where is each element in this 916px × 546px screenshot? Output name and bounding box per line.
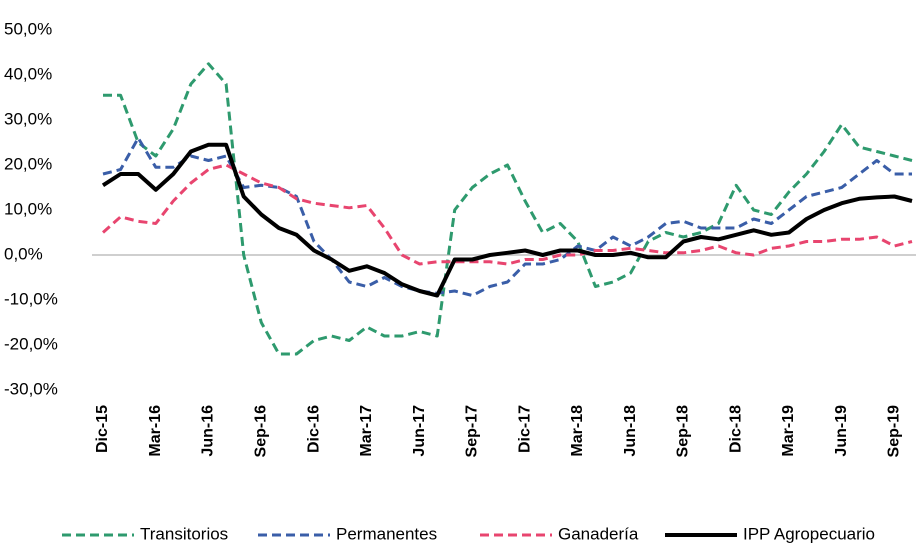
legend-item: Transitorios <box>62 524 228 543</box>
legend-item: Permanentes <box>258 524 437 543</box>
x-tick-label: Jun-17 <box>411 405 428 457</box>
legend-label: IPP Agropecuario <box>743 524 875 543</box>
legend-item: IPP Agropecuario <box>665 524 875 543</box>
y-tick-label: 50,0% <box>4 19 52 38</box>
y-tick-label: -10,0% <box>4 289 58 308</box>
x-tick-label: Jun-19 <box>833 405 850 457</box>
series-line <box>102 136 912 297</box>
x-tick-label: Mar-16 <box>147 405 164 457</box>
x-tick-label: Sep-16 <box>253 405 270 458</box>
x-tick-label: Dic-16 <box>305 405 322 453</box>
y-tick-label: -30,0% <box>4 379 58 398</box>
x-tick-label: Sep-18 <box>675 405 692 458</box>
x-tick-label: Dic-17 <box>516 405 533 453</box>
x-tick-label: Jun-18 <box>622 405 639 457</box>
x-tick-label: Mar-19 <box>780 405 797 457</box>
y-tick-label: 0,0% <box>4 244 43 263</box>
series-line <box>101 142 913 298</box>
x-tick-label: Mar-17 <box>358 405 375 457</box>
y-tick-label: 40,0% <box>4 64 52 83</box>
legend-item: Ganadería <box>480 524 639 543</box>
series-line <box>102 163 913 266</box>
y-tick-label: 20,0% <box>4 154 52 173</box>
x-tick-label: Dic-18 <box>727 405 744 453</box>
y-tick-label: -20,0% <box>4 334 58 353</box>
x-tick-label: Mar-18 <box>569 405 586 457</box>
series-line <box>103 62 913 356</box>
y-tick-label: 10,0% <box>4 199 52 218</box>
x-tick-label: Sep-17 <box>464 405 481 458</box>
legend-label: Permanentes <box>336 524 437 543</box>
legend-label: Transitorios <box>140 524 228 543</box>
legend-label: Ganadería <box>558 524 639 543</box>
x-tick-label: Jun-16 <box>200 405 217 457</box>
y-tick-label: 30,0% <box>4 109 52 128</box>
x-tick-label: Sep-19 <box>886 405 903 458</box>
x-tick-label: Dic-15 <box>94 405 111 453</box>
